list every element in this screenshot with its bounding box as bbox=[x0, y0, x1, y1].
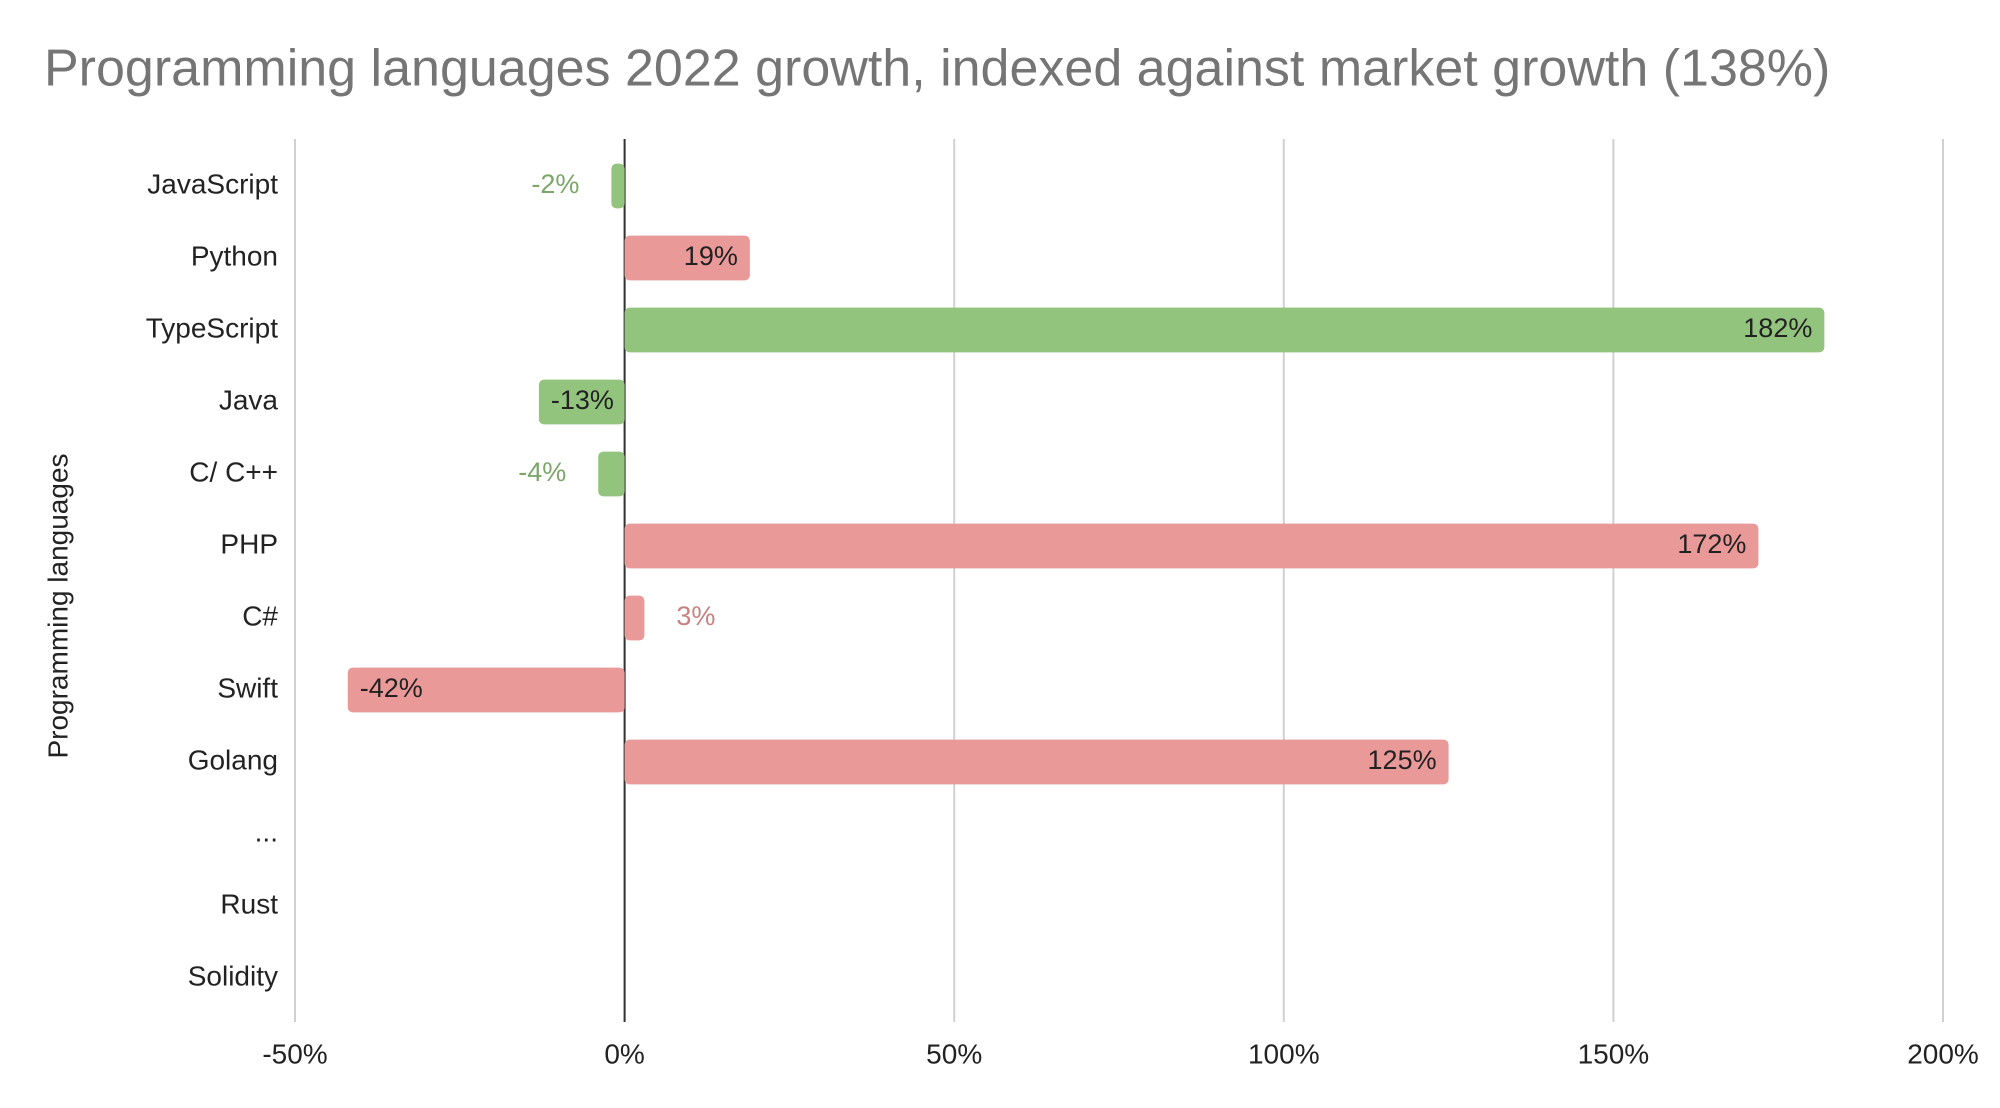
value-label: 3% bbox=[676, 601, 715, 631]
bar bbox=[538, 379, 625, 425]
y-tick-label: ... bbox=[255, 816, 278, 847]
bar bbox=[624, 595, 645, 641]
x-tick-label: 0% bbox=[604, 1038, 644, 1069]
x-tick-label: -50% bbox=[262, 1038, 327, 1069]
bar bbox=[347, 667, 625, 713]
y-tick-label: Rust bbox=[220, 888, 278, 919]
y-tick-label: Golang bbox=[188, 744, 278, 775]
bar bbox=[624, 523, 1759, 569]
bar bbox=[624, 235, 750, 281]
y-tick-label: Python bbox=[191, 240, 278, 271]
bar bbox=[611, 163, 625, 209]
bar bbox=[624, 307, 1825, 353]
y-tick-label: Solidity bbox=[188, 960, 278, 991]
y-tick-label: Swift bbox=[217, 672, 278, 703]
y-tick-label: PHP bbox=[220, 528, 278, 559]
chart-title: Programming languages 2022 growth, index… bbox=[44, 40, 1830, 98]
y-tick-label: C/ C++ bbox=[189, 456, 278, 487]
bar bbox=[598, 451, 625, 497]
bar bbox=[624, 739, 1449, 785]
value-label: 19% bbox=[684, 241, 738, 271]
value-label: 125% bbox=[1368, 745, 1437, 775]
y-tick-label: C# bbox=[242, 600, 278, 631]
value-label: -42% bbox=[360, 673, 423, 703]
value-label: 172% bbox=[1677, 529, 1746, 559]
y-tick-label: TypeScript bbox=[146, 312, 278, 343]
value-label: -2% bbox=[531, 169, 579, 199]
x-tick-label: 150% bbox=[1578, 1038, 1650, 1069]
y-tick-label: JavaScript bbox=[147, 168, 278, 199]
value-label: -4% bbox=[518, 457, 566, 487]
y-tick-label: Java bbox=[219, 384, 279, 415]
value-label: -13% bbox=[551, 385, 614, 415]
x-tick-label: 50% bbox=[926, 1038, 982, 1069]
y-axis-title: Programming languages bbox=[42, 453, 73, 758]
value-label: 182% bbox=[1743, 313, 1812, 343]
x-tick-label: 200% bbox=[1907, 1038, 1979, 1069]
x-tick-label: 100% bbox=[1248, 1038, 1320, 1069]
